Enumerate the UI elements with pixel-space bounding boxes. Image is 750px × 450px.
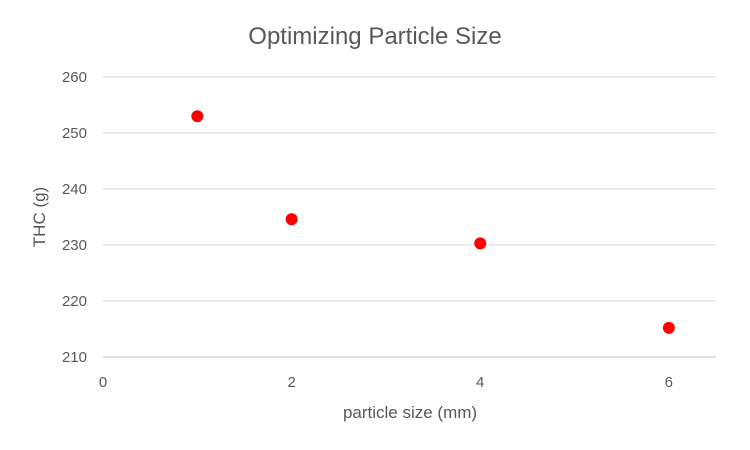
x-tick-4: 4	[476, 374, 484, 391]
y-tick-220: 220	[62, 293, 87, 310]
y-tick-230: 230	[62, 237, 87, 254]
x-tick-6: 6	[665, 374, 673, 391]
y-tick-240: 240	[62, 181, 87, 198]
x-tick-0: 0	[99, 374, 107, 391]
x-axis-label: particle size (mm)	[343, 403, 477, 422]
gridlines	[103, 76, 716, 302]
x-tick-labels: 0 2 4 6	[99, 374, 673, 391]
y-tick-210: 210	[62, 349, 87, 366]
y-tick-250: 250	[62, 125, 87, 142]
y-tick-labels: 210 220 230 240 250 260	[62, 69, 87, 366]
data-points	[191, 110, 675, 334]
data-point-4	[662, 321, 675, 334]
data-point-1	[191, 110, 204, 123]
data-point-2	[285, 213, 298, 226]
data-point-3	[474, 237, 487, 250]
y-axis-label: THC (g)	[30, 187, 49, 247]
x-tick-2: 2	[287, 374, 295, 391]
chart-title: Optimizing Particle Size	[248, 23, 501, 50]
y-tick-260: 260	[62, 69, 87, 86]
